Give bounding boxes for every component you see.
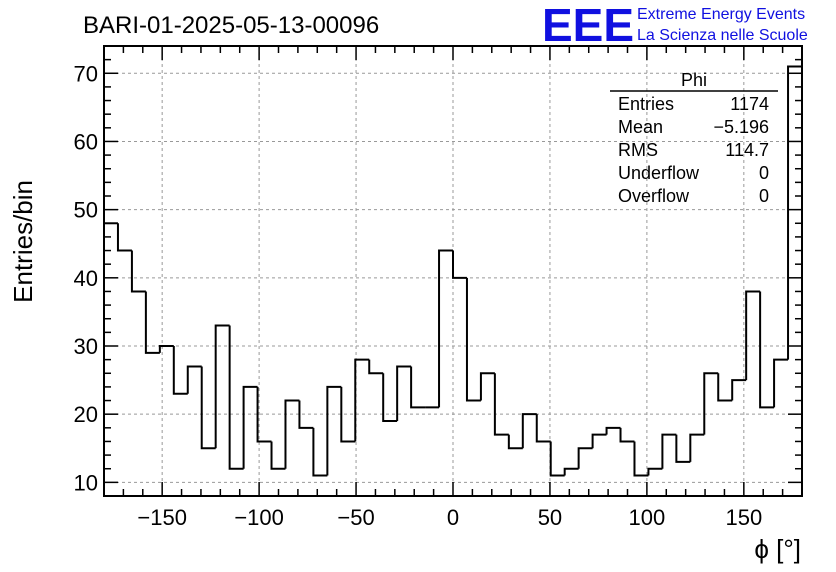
stats-label-mean: Mean: [618, 117, 663, 137]
histogram-bin: [745, 290, 761, 381]
histogram-bin: [298, 400, 314, 429]
histogram-bin: [242, 385, 258, 469]
y-axis-label: Entries/bin: [8, 180, 38, 303]
histogram-bin: [396, 365, 412, 421]
x-tick-label: −50: [337, 505, 374, 530]
histogram-bin: [549, 441, 565, 477]
histogram-bin: [493, 373, 509, 436]
histogram-bin: [731, 379, 747, 401]
histogram-bin: [256, 386, 272, 443]
eee-logo-mark: EEE: [542, 0, 634, 51]
histogram-bin: [312, 427, 328, 477]
histogram-bin: [214, 324, 230, 449]
histogram-bin: [605, 426, 621, 435]
histogram-bin: [479, 372, 495, 401]
histogram-bin: [591, 433, 607, 449]
histogram-bin: [326, 385, 342, 476]
histogram-bin: [144, 291, 160, 354]
stats-label-rms: RMS: [618, 140, 658, 160]
histogram-bin: [284, 399, 300, 469]
y-tick-label: 20: [74, 402, 98, 427]
histogram-bin: [172, 346, 188, 395]
histogram-bin: [647, 467, 663, 476]
histogram-bin: [158, 345, 174, 353]
x-axis-label: ϕ [°]: [754, 534, 801, 564]
histogram-layer: [104, 65, 802, 477]
y-tick-label: 10: [74, 470, 98, 495]
eee-logo: EEE Extreme Energy Events La Scienza nel…: [542, 0, 808, 51]
histogram-bin: [452, 250, 467, 279]
y-tick-label: 70: [74, 61, 98, 86]
chart-title: BARI-01-2025-05-13-00096: [83, 12, 379, 39]
tick-label-layer: −150 −100 −50 0 50 100 150 10 20 30 40 50 60 70: [74, 61, 763, 530]
histogram-bin: [577, 447, 593, 469]
histogram-bin: [340, 386, 356, 443]
histogram-bin: [759, 291, 775, 409]
histogram-bin: [675, 434, 691, 463]
histogram-bin: [717, 373, 733, 402]
histogram-bin: [563, 467, 579, 476]
stats-label-entries: Entries: [618, 94, 674, 114]
histogram-bin: [228, 325, 244, 470]
x-tick-label: −100: [234, 505, 284, 530]
y-tick-label: 30: [74, 334, 98, 359]
eee-logo-line1: Extreme Energy Events: [637, 6, 805, 23]
x-tick-label: 100: [629, 505, 666, 530]
stats-box: Phi Entries 1174 Mean −5.196 RMS 114.7 U…: [610, 70, 778, 206]
histogram-bin: [633, 441, 649, 477]
x-tick-label: 0: [447, 505, 459, 530]
eee-logo-line2: La Scienza nelle Scuole: [637, 27, 808, 44]
histogram-bin: [186, 365, 202, 394]
histogram-bin: [703, 372, 719, 435]
histogram-bin: [130, 250, 146, 293]
histogram-bin: [661, 433, 677, 469]
plot-frame: [103, 45, 803, 497]
stats-value-entries: 1174: [730, 94, 769, 114]
x-tick-label: −150: [137, 505, 187, 530]
histogram-bin: [200, 366, 216, 450]
histogram-bin: [619, 427, 635, 443]
histogram-bin: [535, 414, 551, 443]
histogram-bin: [465, 277, 481, 402]
histogram-bin: [438, 249, 453, 408]
histogram-bin: [507, 434, 523, 450]
x-tick-label: 150: [725, 505, 762, 530]
y-tick-label: 50: [74, 198, 98, 223]
histogram-bin: [116, 223, 132, 252]
stats-value-underflow: 0: [759, 163, 769, 183]
y-tick-label: 60: [74, 129, 98, 154]
histogram-bin: [382, 373, 398, 422]
stats-value-mean: −5.196: [713, 117, 769, 137]
histogram-bin: [354, 358, 370, 442]
histogram-bin: [773, 358, 789, 408]
stats-label-underflow: Underflow: [618, 163, 700, 183]
histogram-bin: [521, 413, 537, 449]
histogram-bin: [689, 433, 705, 462]
stats-box-title: Phi: [681, 70, 707, 90]
stats-label-overflow: Overflow: [618, 186, 690, 206]
y-tick-label: 40: [74, 266, 98, 291]
histogram-bin: [787, 65, 802, 360]
histogram-bin: [410, 366, 426, 409]
histogram-bin: [270, 441, 286, 470]
x-tick-label: 50: [538, 505, 562, 530]
stats-value-rms: 114.7: [725, 140, 769, 160]
histogram-bin: [368, 359, 384, 375]
stats-value-overflow: 0: [759, 186, 769, 206]
